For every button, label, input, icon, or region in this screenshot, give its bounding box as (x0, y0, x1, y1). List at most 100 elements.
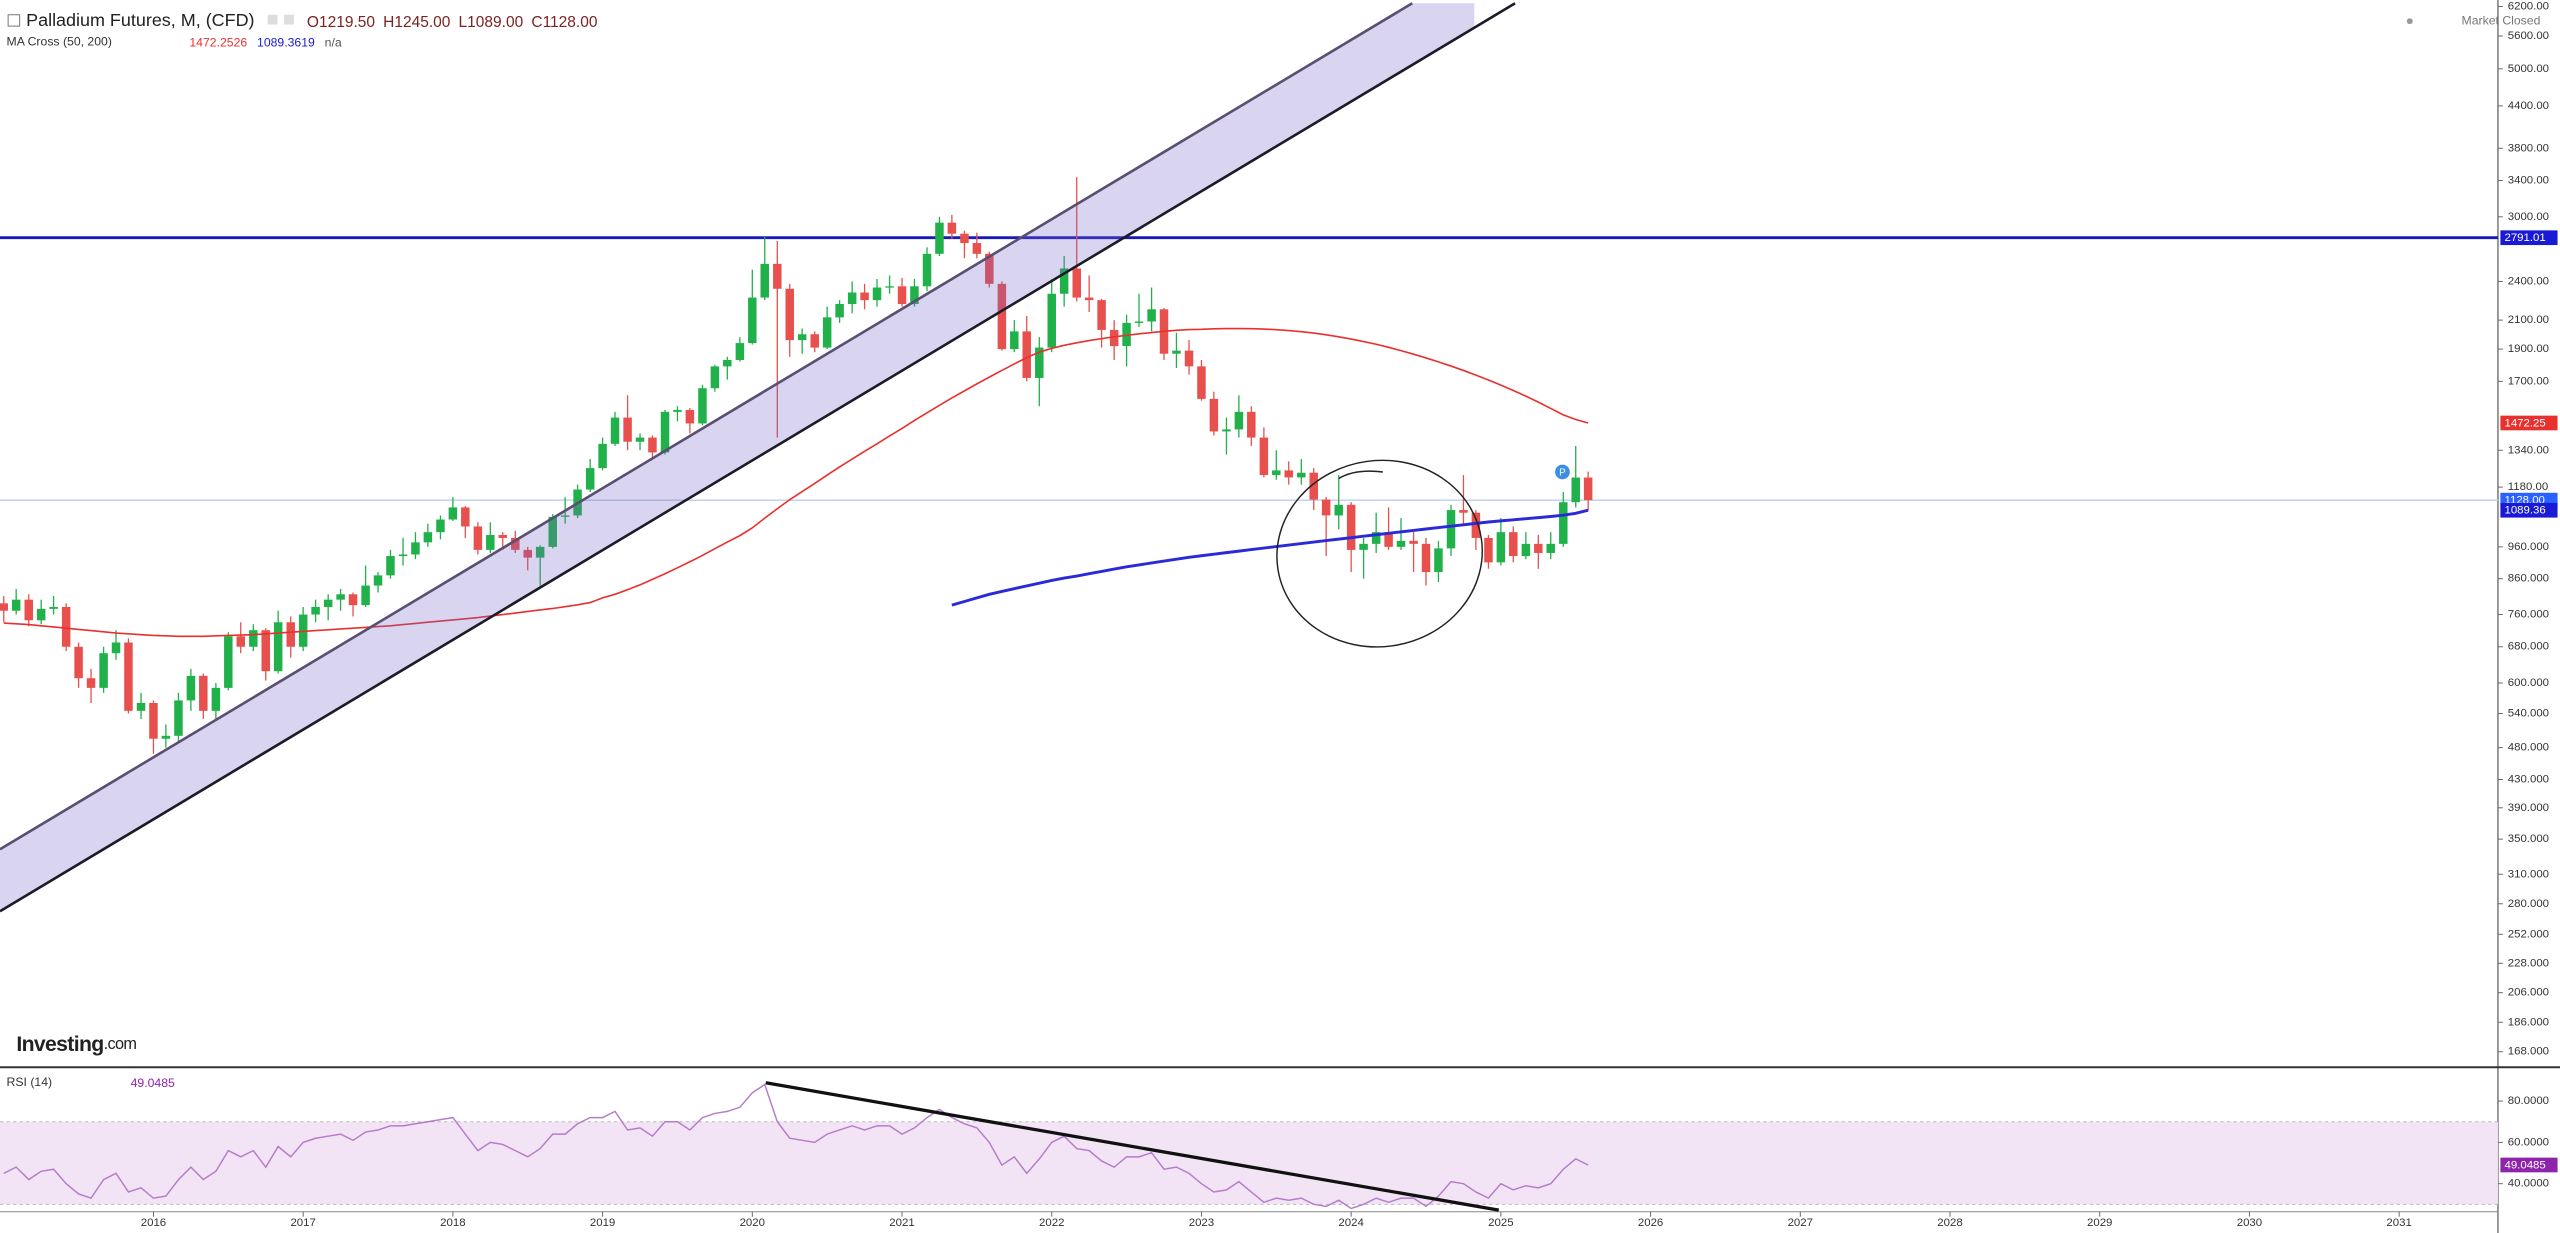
candle-body (149, 702, 158, 739)
candle-body (1496, 532, 1506, 563)
x-tick-label: 2027 (1788, 1217, 1813, 1229)
price-badge-label: 1089.36 (2504, 505, 2545, 517)
candle-body (872, 287, 882, 301)
candle-body (1297, 472, 1306, 478)
rsi-band (0, 1121, 2498, 1205)
candle-body (86, 678, 96, 688)
candle-body (972, 243, 982, 254)
ohlc-legend: O1219.50 H1245.00 L1089.00 C1128.00 (307, 14, 598, 31)
y-tick-label: 2100.00 (2508, 314, 2549, 326)
candle-body (723, 359, 732, 367)
candle-body (236, 636, 245, 647)
moving-average (951, 508, 1589, 607)
x-tick-label: 2023 (1189, 1217, 1214, 1229)
candle-body (1384, 532, 1393, 547)
x-tick-label: 2024 (1338, 1217, 1364, 1229)
candle-body (1559, 502, 1568, 544)
y-tick-label: 4400.00 (2508, 100, 2549, 112)
rsi-trendline (765, 1081, 1500, 1212)
candle-body (111, 642, 121, 654)
candle-body (161, 735, 171, 739)
candle-body (373, 575, 383, 586)
instrument-title: Palladium Futures, M, (CFD) (26, 10, 254, 30)
market-status: Market Closed (2462, 13, 2541, 27)
y-tick-label: 1900.00 (2508, 343, 2549, 355)
moving-average (3, 327, 1589, 638)
candle-body (1022, 331, 1031, 378)
y-tick-label: 1700.00 (2508, 375, 2549, 387)
x-tick-label: 2028 (1937, 1217, 1962, 1229)
candle-body (785, 288, 794, 341)
candle-body (760, 263, 769, 298)
rsi-badge-label: 49.0485 (2504, 1159, 2545, 1171)
candle-body (448, 507, 458, 520)
candle-body (1010, 331, 1019, 350)
candle-body (610, 417, 620, 444)
candle-body (648, 437, 657, 453)
candle-body (997, 283, 1007, 350)
x-tick-label: 2020 (740, 1217, 765, 1229)
indicator-value: 1089.3619 (257, 36, 315, 50)
header-icon[interactable] (267, 14, 278, 25)
y-tick-label: 228.000 (2508, 957, 2549, 969)
y-tick-label: 40.0000 (2508, 1178, 2549, 1190)
candle-body (860, 292, 869, 301)
x-tick-label: 2021 (889, 1217, 914, 1229)
candle-body (174, 700, 183, 736)
price-badge (2500, 415, 2558, 431)
candle-body (1446, 510, 1456, 549)
candle-body (386, 556, 395, 576)
y-tick-label: 760.000 (2508, 609, 2549, 621)
candle-body (910, 286, 919, 305)
candle-body (61, 607, 71, 647)
candle-body (623, 417, 632, 442)
candle-body (1459, 510, 1468, 513)
candle-body (36, 608, 46, 621)
rsi-value: 49.0485 (131, 1076, 175, 1090)
candle-body (1509, 532, 1518, 557)
candle-body (24, 599, 33, 621)
ohlc-value: H1245.00 (383, 14, 451, 31)
header: Palladium Futures, M, (CFD) O1219.50 H124… (7, 10, 2541, 1090)
candle-body (835, 304, 844, 318)
x-tick-label: 2017 (290, 1217, 315, 1229)
candle-body (286, 622, 295, 647)
candle-body (822, 317, 832, 348)
candle-body (797, 334, 807, 341)
y-tick-label: 168.000 (2508, 1046, 2549, 1058)
y-tick-label: 480.000 (2508, 742, 2549, 754)
collapse-icon[interactable] (7, 14, 21, 27)
y-tick-label: 430.000 (2508, 774, 2549, 786)
hook-annotation (1338, 470, 1383, 480)
y-tick-label: 540.000 (2508, 708, 2549, 720)
y-tick-label: 3400.00 (2508, 175, 2549, 187)
candle-body (1359, 543, 1368, 550)
candle-body (1346, 504, 1356, 550)
candle-body (1521, 543, 1531, 557)
indicator-name: MA Cross (50, 200) (7, 35, 112, 49)
candle-body (348, 594, 358, 606)
candle-body (486, 535, 495, 550)
candle-body (673, 409, 682, 412)
y-tick-label: 600.000 (2508, 677, 2549, 689)
candle-body (523, 549, 532, 558)
candle-body (0, 603, 8, 611)
candle-body (548, 516, 557, 547)
y-tick-label: 186.000 (2508, 1016, 2549, 1028)
candle-body (635, 437, 645, 442)
candle-body (735, 343, 745, 360)
circle-annotation (1276, 459, 1484, 648)
header-icon[interactable] (284, 14, 294, 25)
rsi-line (3, 1083, 1589, 1210)
y-tick-label: 2400.00 (2508, 275, 2549, 287)
indicator-values: 1472.2526 1089.3619 n/a (189, 36, 341, 50)
y-tick-label: 860.000 (2508, 573, 2549, 585)
candle-body (1134, 321, 1144, 323)
x-tick-label: 2018 (440, 1217, 465, 1229)
candle-body (186, 675, 196, 701)
candle-body (748, 297, 757, 344)
y-tick-label: 80.0000 (2508, 1095, 2549, 1107)
y-tick-label: 310.000 (2508, 868, 2549, 880)
candle-body (1434, 548, 1443, 573)
